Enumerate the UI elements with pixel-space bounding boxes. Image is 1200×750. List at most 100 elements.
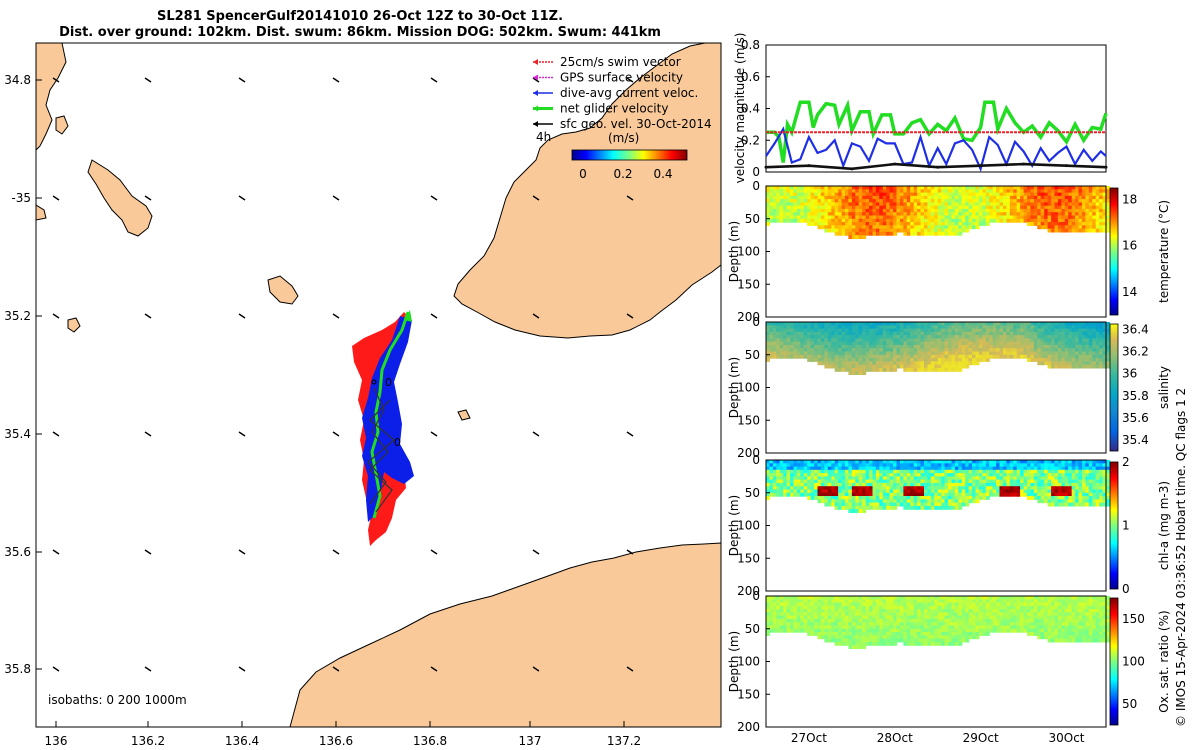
section-cell — [862, 331, 867, 336]
section-cell — [917, 361, 922, 366]
section-cell — [899, 609, 904, 613]
section-cell — [879, 482, 884, 487]
section-cell — [1068, 341, 1073, 346]
section-cell — [865, 364, 870, 369]
section-cell — [807, 599, 812, 604]
section-cell — [989, 479, 994, 484]
section-cell — [1061, 502, 1066, 507]
section-cell — [910, 466, 915, 471]
section-cell — [862, 479, 867, 484]
section-cell — [766, 476, 770, 481]
section-cell — [913, 632, 918, 636]
section-cell — [978, 341, 983, 346]
sfc-velocity-point — [850, 167, 854, 171]
section-cell — [882, 331, 887, 336]
section-cell — [937, 609, 942, 613]
section-cell — [858, 596, 863, 600]
section-cell — [776, 486, 781, 491]
section-cell — [903, 186, 908, 190]
section-cell — [910, 641, 915, 646]
section-cell — [985, 479, 990, 484]
section-cell — [858, 225, 863, 230]
section-cell — [941, 502, 946, 507]
section-cell — [786, 482, 791, 487]
section-cell — [1071, 479, 1076, 484]
section-cell — [948, 341, 952, 346]
section-cell — [841, 364, 846, 369]
section-cell — [889, 189, 894, 194]
section-cell — [972, 208, 977, 213]
section-cell — [944, 473, 949, 477]
section-cell — [972, 212, 977, 217]
section-cell — [1044, 212, 1049, 217]
section-cell — [779, 325, 784, 330]
section-cell — [1082, 460, 1086, 464]
colorbar-tick-label: 35.8 — [1122, 389, 1149, 403]
section-cell — [766, 325, 770, 330]
section-cell — [1027, 331, 1031, 336]
section-cell — [906, 212, 911, 217]
section-cell — [862, 354, 867, 359]
section-cell — [827, 486, 832, 491]
section-cell — [1016, 205, 1021, 210]
legend-arrowhead — [533, 74, 538, 81]
section-cell — [1088, 496, 1093, 500]
section-cell — [965, 228, 970, 233]
section-cell — [831, 486, 836, 491]
section-cell — [776, 492, 781, 497]
section-cell — [906, 189, 911, 194]
sfc-velocity-arrow — [238, 195, 246, 201]
section-cell — [968, 189, 973, 194]
section-cell — [862, 202, 867, 207]
section-cell — [810, 199, 815, 203]
section-cell — [865, 632, 870, 636]
section-cell — [865, 628, 870, 633]
section-cell — [800, 489, 805, 494]
depth-ylabel: Depth (m) — [727, 495, 741, 556]
section-cell — [924, 205, 928, 210]
section-cell — [875, 218, 880, 223]
section-cell — [1003, 331, 1007, 336]
section-cell — [810, 218, 815, 223]
section-cell — [800, 618, 805, 623]
section-cell — [886, 195, 891, 200]
section-cell — [903, 641, 908, 646]
section-cell — [858, 641, 863, 646]
section-cell — [1044, 325, 1049, 330]
section-cell — [855, 492, 860, 497]
section-cell — [862, 615, 867, 620]
section-cell — [972, 202, 977, 207]
section-cell — [982, 479, 987, 484]
section-cell — [1061, 499, 1066, 504]
section-cell — [845, 486, 849, 491]
section-cell — [769, 322, 774, 326]
section-cell — [1092, 354, 1097, 359]
section-cell — [827, 189, 832, 194]
section-cell — [930, 615, 935, 620]
section-cell — [920, 338, 925, 343]
section-cell — [961, 205, 966, 210]
section-cell — [917, 496, 922, 500]
section-cell — [838, 228, 843, 233]
section-cell — [917, 486, 922, 491]
section-cell — [810, 186, 815, 190]
section-cell — [954, 208, 959, 213]
section-cell — [875, 225, 880, 230]
section-cell — [924, 473, 928, 477]
section-cell — [786, 195, 791, 200]
section-cell — [985, 496, 990, 500]
section-cell — [869, 231, 873, 236]
section-cell — [906, 638, 911, 643]
section-cell — [1102, 212, 1107, 217]
section-cell — [975, 351, 980, 356]
section-cell — [796, 215, 801, 220]
section-cell — [838, 622, 843, 627]
section-cell — [834, 351, 839, 356]
section-cell — [934, 361, 939, 366]
section-cell — [944, 502, 949, 507]
section-cell — [817, 358, 822, 362]
section-cell — [975, 469, 980, 474]
section-cell — [906, 354, 911, 359]
section-cell — [937, 612, 942, 617]
section-cell — [800, 622, 805, 627]
